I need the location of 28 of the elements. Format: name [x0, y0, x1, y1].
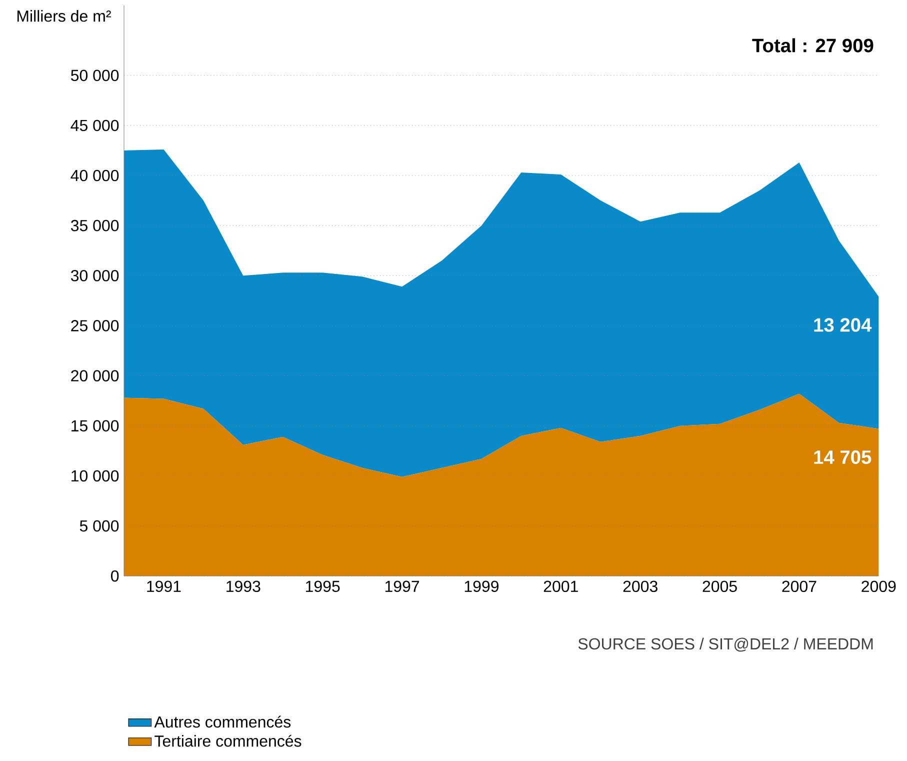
legend-label: Tertiaire commencés — [154, 734, 302, 747]
legend-label: Autres commencés — [154, 716, 291, 728]
y-tick-label: 10 000 — [72, 470, 119, 482]
y-tick-label: 30 000 — [70, 270, 119, 282]
x-tick-label: 1995 — [306, 580, 340, 592]
y-tick-label: 50 000 — [71, 70, 119, 82]
data-label: 14 705 — [814, 450, 872, 464]
x-tick-label: 2003 — [623, 580, 658, 592]
annotation: Total : 27 909 — [752, 38, 874, 52]
x-tick-label: 2005 — [702, 580, 737, 592]
source-note: SOURCE SOES / SIT@DEL2 / MEEDDM — [578, 638, 873, 652]
y-tick-label: 35 000 — [70, 220, 119, 232]
x-tick-label: 2001 — [544, 580, 578, 592]
x-tick-label: 1993 — [226, 580, 260, 592]
y-tick-label: 20 000 — [71, 370, 119, 382]
y-tick-label: 0 — [111, 570, 119, 582]
y-axis-title: Milliers de m² — [17, 10, 111, 22]
x-tick-label: 2009 — [862, 580, 896, 592]
y-tick-label: 25 000 — [71, 320, 119, 332]
data-label: 13 204 — [814, 318, 872, 332]
x-tick-label: 1999 — [464, 580, 498, 592]
y-tick-label: 5 000 — [80, 520, 119, 532]
y-tick-label: 45 000 — [70, 120, 119, 132]
y-tick-label: 15 000 — [72, 420, 119, 432]
x-tick-label: 1991 — [147, 580, 181, 592]
x-tick-label: 1997 — [385, 580, 420, 592]
y-tick-label: 40 000 — [70, 170, 119, 182]
x-tick-label: 2007 — [782, 580, 816, 592]
